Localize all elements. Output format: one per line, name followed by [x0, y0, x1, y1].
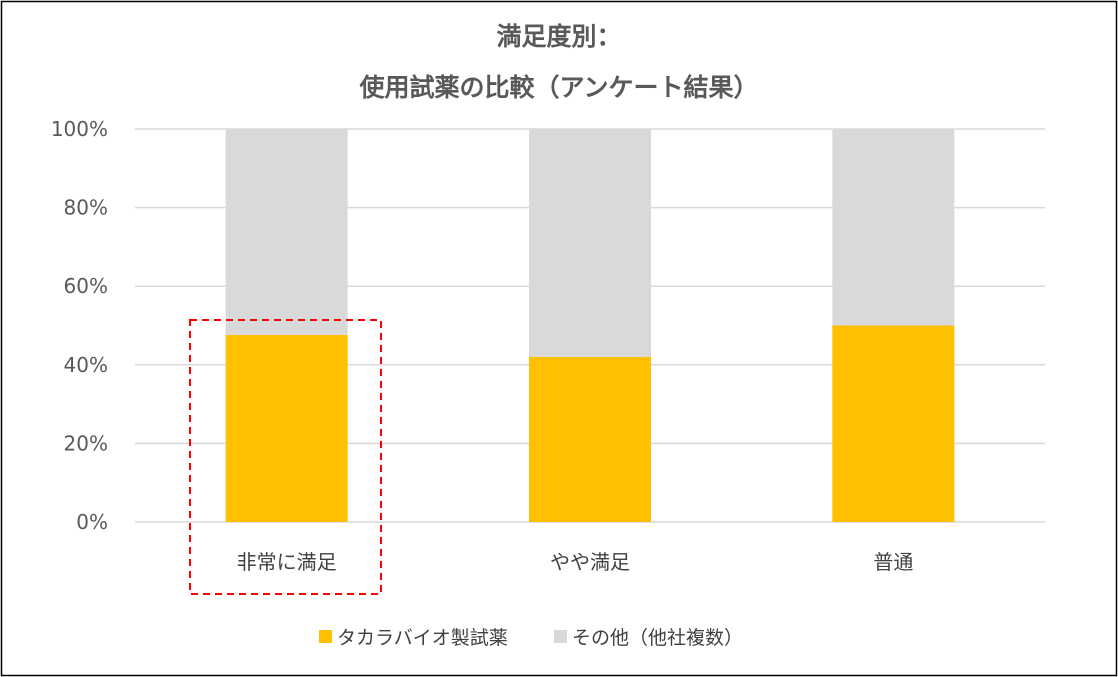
x-category-label: 普通 [873, 550, 913, 574]
x-category-label: やや満足 [550, 550, 630, 574]
x-category-label: 非常に満足 [237, 550, 337, 574]
bar-segment-other [832, 129, 955, 326]
bar-segment-takara [529, 356, 651, 522]
y-tick-label: 0% [76, 510, 108, 534]
y-tick-label: 80% [64, 196, 108, 220]
highlight-box [189, 319, 382, 595]
legend-swatch-takara [319, 630, 332, 643]
legend-label-takara: タカラバイオ製試薬 [337, 627, 508, 649]
y-tick-label: 20% [64, 431, 108, 455]
bar-segment-other [225, 129, 348, 335]
bar-segment-takara [225, 334, 348, 522]
y-tick-label: 100% [51, 117, 108, 141]
bar-segment-other [529, 129, 651, 357]
chart-title-line-1: 満足度別： [496, 22, 621, 51]
bar-segment-takara [832, 325, 955, 522]
legend-swatch-other [554, 630, 567, 643]
chart-title-line-2: 使用試薬の比較（アンケート結果） [358, 73, 758, 102]
legend-label-other: その他（他社複数） [572, 627, 743, 649]
y-tick-label: 40% [64, 353, 108, 377]
legend: タカラバイオ製試薬 その他（他社複数） [319, 627, 743, 649]
y-tick-label: 60% [64, 274, 108, 298]
